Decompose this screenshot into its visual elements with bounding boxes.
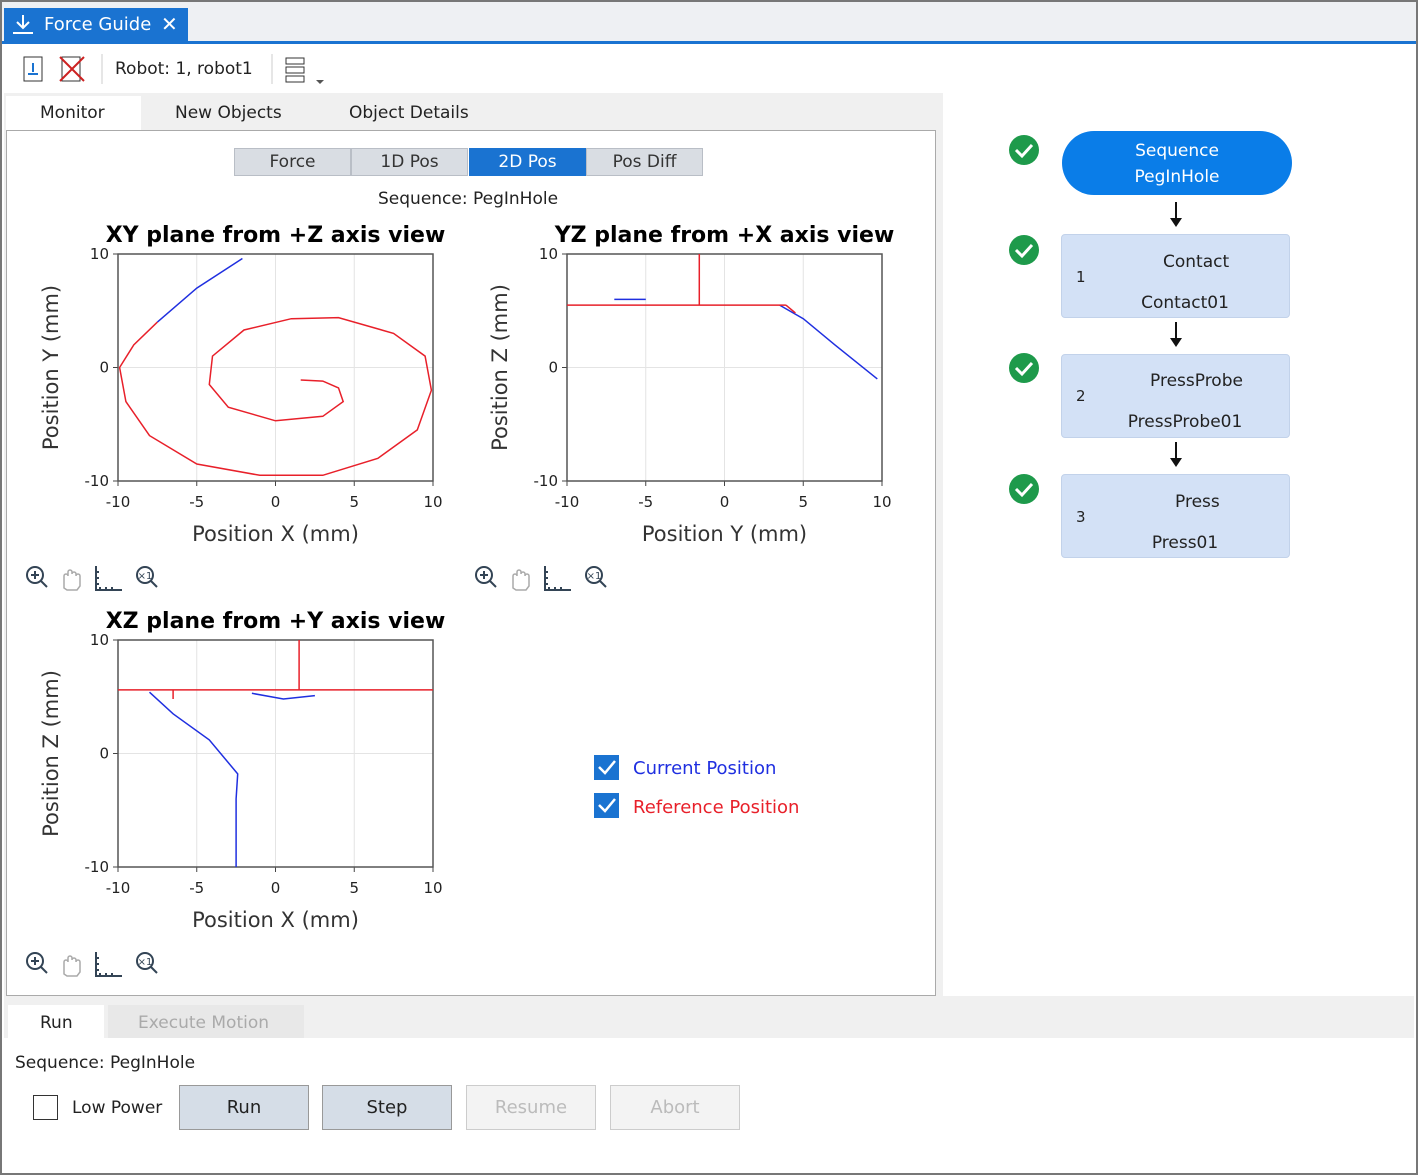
step-object: Contact01 (1141, 293, 1229, 313)
tab-underline (2, 41, 1416, 44)
flow-start-line[interactable]: PegInHole (1134, 167, 1220, 187)
monitor-tab[interactable]: New Objects (175, 103, 282, 123)
run-tab[interactable]: Execute Motion (138, 1013, 270, 1033)
view-button[interactable]: Pos Diff (586, 148, 703, 176)
title-bar (2, 2, 1416, 42)
low-power-label[interactable]: Low Power (72, 1098, 163, 1118)
step-object: Press01 (1151, 533, 1219, 553)
step-number: 1 (1076, 268, 1086, 286)
download-icon (13, 15, 33, 34)
step-name: PressProbe (1150, 371, 1243, 391)
run-button[interactable]: Run (179, 1085, 309, 1130)
toolbar-icons (23, 54, 324, 84)
monitor-tab[interactable]: Object Details (349, 103, 469, 123)
flow-step[interactable] (1061, 234, 1290, 318)
flow-start-line[interactable]: Sequence (1135, 141, 1219, 161)
step-button[interactable]: Step (322, 1085, 452, 1130)
view-button[interactable]: Force (234, 148, 351, 176)
run-tab-inactive[interactable] (108, 1005, 304, 1038)
step-object: PressProbe01 (1127, 412, 1243, 432)
step-name: Press (1175, 492, 1220, 512)
tab-active[interactable] (6, 96, 141, 131)
run-tab[interactable]: Run (40, 1013, 73, 1033)
monitor-content (6, 130, 936, 996)
flow-step[interactable] (1061, 474, 1290, 558)
view-button-active[interactable]: 2D Pos (469, 148, 586, 176)
monitor-tab[interactable]: Monitor (40, 103, 105, 123)
flow-step[interactable] (1061, 354, 1290, 438)
low-power-checkbox[interactable] (33, 1095, 58, 1120)
close-tab[interactable]: ✕ (161, 12, 178, 36)
step-number: 3 (1076, 508, 1086, 526)
step-number: 2 (1076, 387, 1086, 405)
doc-tab-title: Force Guide (44, 14, 152, 35)
abort-button[interactable]: Abort (610, 1085, 740, 1130)
doc-tab[interactable] (4, 8, 188, 42)
view-button[interactable]: 1D Pos (351, 148, 468, 176)
run-tab-active[interactable] (8, 1005, 104, 1038)
robot-label[interactable]: Robot: 1, robot1 (115, 59, 253, 79)
resume-button[interactable]: Resume (466, 1085, 596, 1130)
run-sequence: Sequence: PegInHole (15, 1053, 196, 1073)
step-name: Contact (1163, 252, 1230, 272)
sequence-caption: Sequence: PegInHole (378, 189, 559, 209)
